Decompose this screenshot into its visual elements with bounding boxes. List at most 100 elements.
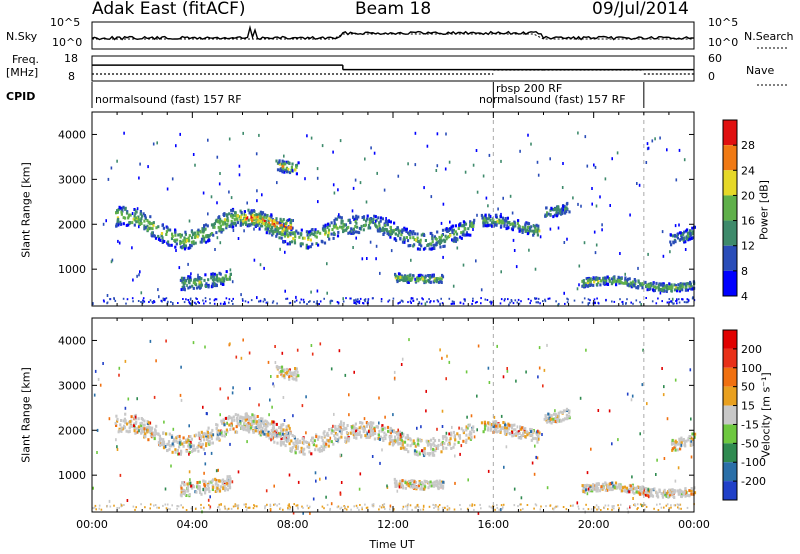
- scatter-cell: [534, 436, 537, 440]
- scatter-cell: [144, 215, 147, 219]
- scatter-cell: [442, 238, 445, 242]
- noise-cell: [281, 351, 284, 355]
- ground-cell: [451, 302, 454, 305]
- noise-cell: [464, 170, 467, 174]
- scatter-cell: [281, 229, 284, 233]
- scatter-cell: [137, 425, 141, 429]
- scatter-cell: [465, 441, 468, 444]
- scatter-cell: [259, 219, 263, 223]
- scatter-cell: [307, 245, 310, 249]
- noise-cell: [268, 413, 270, 417]
- scatter-cell: [451, 228, 454, 232]
- scatter-cell: [637, 286, 640, 290]
- scatter-cell: [179, 245, 182, 249]
- scatter-cell: [188, 443, 192, 447]
- scatter-cell: [333, 222, 336, 225]
- scatter-cell: [648, 284, 651, 288]
- scatter-cell: [413, 441, 416, 445]
- scatter-cell: [296, 370, 299, 374]
- ground-cell: [471, 504, 473, 507]
- scatter-cell: [389, 431, 392, 435]
- scatter-cell: [170, 243, 173, 247]
- ground-cell: [676, 302, 678, 305]
- scatter-cell: [454, 224, 457, 228]
- scatter-cell: [244, 418, 247, 422]
- scatter-cell: [443, 244, 446, 248]
- scatter-cell: [517, 219, 520, 223]
- scatter-cell: [422, 247, 426, 251]
- noise-cell: [99, 383, 102, 387]
- ground-cell: [182, 506, 184, 509]
- scatter-cell: [583, 484, 586, 488]
- ground-cell: [406, 505, 409, 508]
- noise-cell: [190, 272, 192, 276]
- scatter-cell: [161, 239, 165, 243]
- scatter-cell: [510, 426, 514, 430]
- ground-cell: [315, 302, 318, 305]
- scatter-cell: [275, 228, 278, 232]
- ground-cell: [92, 507, 94, 510]
- scatter-cell: [199, 436, 202, 440]
- scatter-cell: [174, 230, 177, 234]
- ground-cell: [410, 297, 413, 300]
- scatter-cell: [365, 219, 368, 223]
- scatter-cell: [203, 224, 206, 228]
- ground-cell: [611, 505, 614, 508]
- noise-cell: [508, 303, 510, 307]
- ground-cell: [406, 504, 409, 507]
- noise-cell: [274, 361, 277, 364]
- scatter-cell: [342, 225, 345, 229]
- noise-cell: [384, 415, 386, 419]
- scatter-cell: [147, 438, 150, 442]
- scatter-cell: [411, 442, 414, 446]
- scatter-cell: [686, 233, 690, 237]
- noise-cell: [577, 202, 579, 206]
- scatter-cell: [499, 219, 502, 223]
- scatter-cell: [526, 232, 529, 236]
- scatter-cell: [408, 274, 411, 277]
- scatter-cell: [503, 224, 506, 228]
- ground-cell: [383, 506, 385, 509]
- ground-cell: [149, 507, 151, 510]
- scatter-cell: [285, 226, 288, 230]
- ground-cell: [633, 503, 635, 506]
- scatter-cell: [510, 423, 513, 427]
- noise-cell: [259, 263, 262, 267]
- scatter-cell: [324, 223, 327, 227]
- scatter-cell: [153, 234, 156, 238]
- scatter-cell: [234, 413, 237, 417]
- ground-cell: [350, 508, 352, 511]
- scatter-cell: [384, 426, 387, 430]
- scatter-cell: [317, 448, 320, 452]
- scatter-cell: [182, 287, 185, 291]
- ground-cell: [214, 298, 217, 301]
- scatter-cell: [285, 166, 288, 170]
- noise-cell: [230, 196, 233, 200]
- scatter-cell: [559, 419, 562, 423]
- scatter-cell: [279, 219, 283, 223]
- scatter-cell: [549, 420, 552, 424]
- scatter-cell: [615, 486, 618, 490]
- scatter-cell: [495, 428, 498, 432]
- scatter-cell: [222, 220, 225, 224]
- scatter-cell: [557, 211, 560, 215]
- scatter-cell: [345, 431, 349, 434]
- scatter-cell: [198, 286, 202, 290]
- noise-cell: [138, 176, 140, 180]
- scatter-cell: [191, 236, 194, 240]
- ground-cell: [513, 504, 516, 507]
- ground-cell: [252, 507, 255, 510]
- scatter-cell: [472, 220, 475, 224]
- scatter-cell: [251, 213, 255, 217]
- noise-cell: [579, 396, 582, 400]
- scatter-cell: [418, 481, 421, 485]
- scatter-cell: [116, 210, 119, 214]
- scatter-cell: [282, 423, 285, 426]
- noise-cell: [325, 476, 327, 480]
- scatter-cell: [182, 436, 185, 440]
- noise-cell: [595, 243, 598, 247]
- ground-cell: [544, 298, 546, 301]
- ground-cell: [177, 302, 179, 304]
- scatter-cell: [183, 285, 186, 289]
- scatter-cell: [202, 435, 205, 439]
